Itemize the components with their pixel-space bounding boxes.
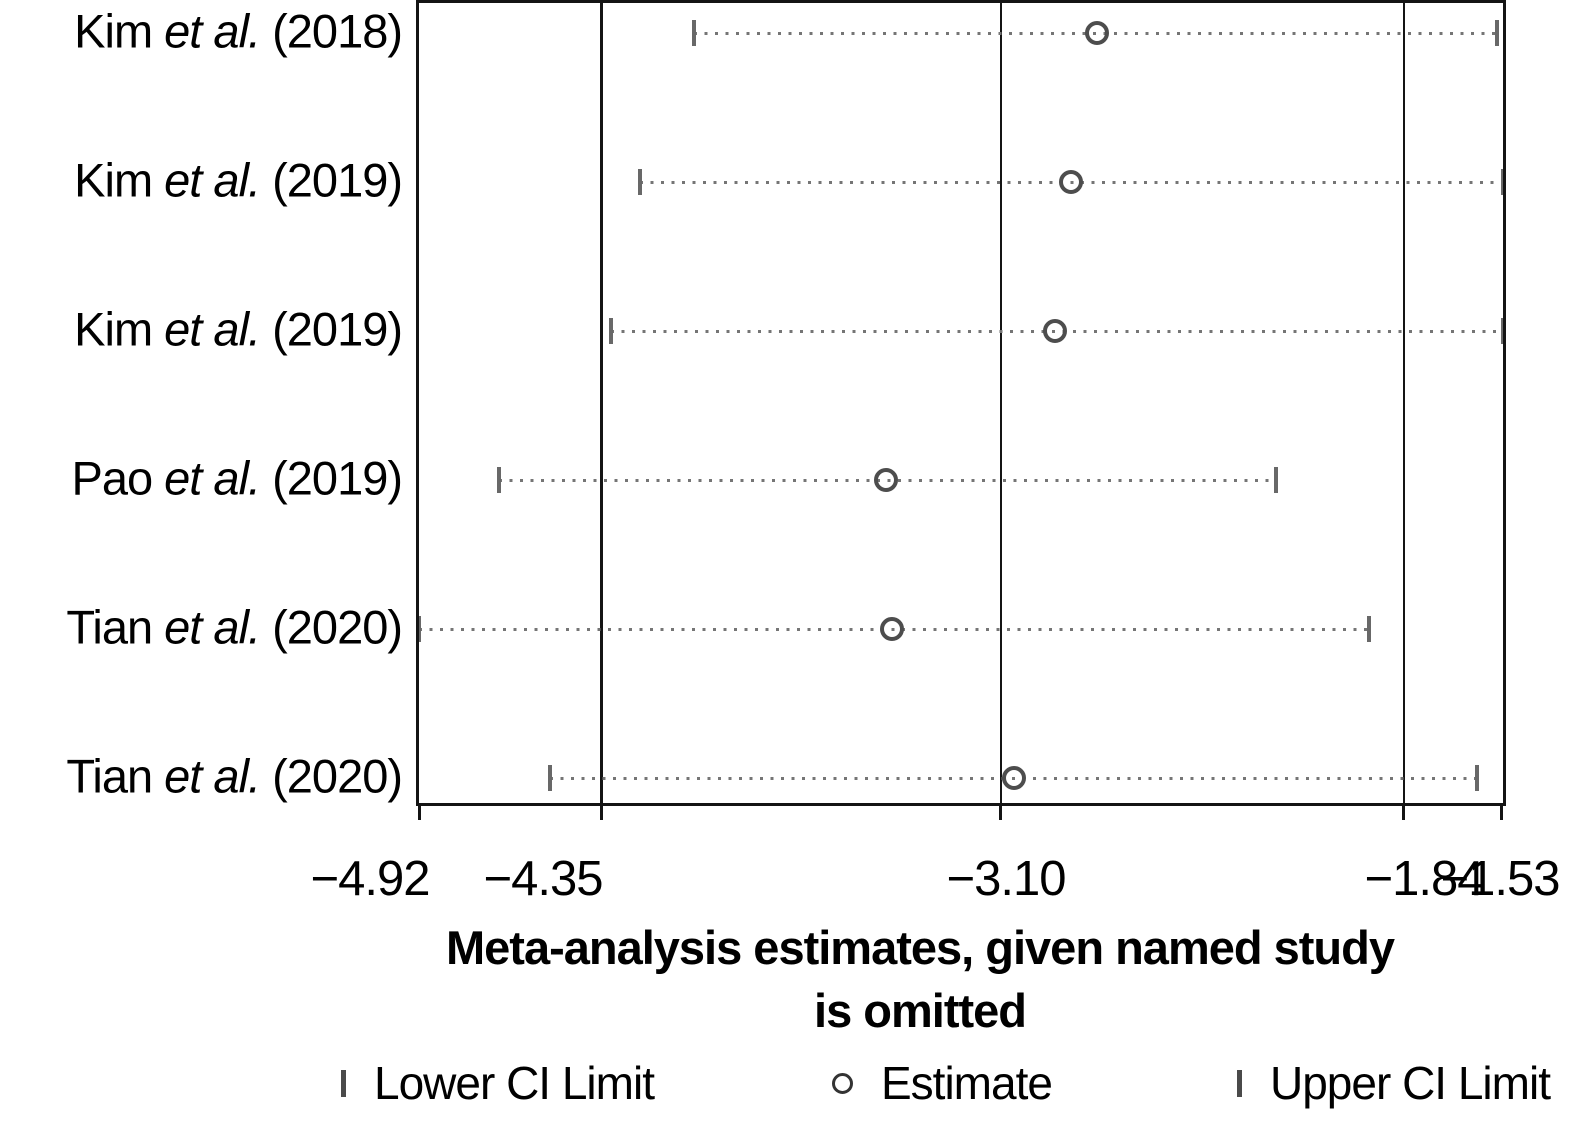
x-axis-tick	[599, 806, 603, 820]
x-axis-tick-label: −1.53	[1440, 852, 1561, 906]
legend-label-estimate: Estimate	[881, 1057, 1053, 1109]
lower-ci-tick	[691, 20, 696, 46]
estimate-marker	[1059, 170, 1084, 194]
plot-area	[416, 0, 1506, 806]
upper-ci-tick-icon	[1237, 1069, 1242, 1097]
x-axis-tick-label: −1.84	[1364, 852, 1485, 906]
chart-title-line2: is omitted	[814, 984, 1027, 1037]
x-axis-tick	[1499, 806, 1503, 820]
chart-title-line1: Meta-analysis estimates, given named stu…	[446, 921, 1395, 974]
legend-label-upper-ci: Upper CI Limit	[1270, 1057, 1551, 1109]
upper-ci-tick	[1366, 616, 1371, 642]
y-axis-label-study: Kim et al. (2019)	[74, 302, 403, 356]
legend-label-lower-ci: Lower CI Limit	[374, 1057, 655, 1109]
estimate-marker	[1084, 21, 1109, 45]
x-axis-tick-label: −4.92	[310, 852, 431, 906]
x-axis-tick	[417, 806, 421, 820]
lower-ci-tick	[608, 318, 613, 344]
reference-line	[600, 3, 603, 803]
reference-line	[999, 3, 1003, 803]
upper-ci-tick	[1494, 20, 1499, 46]
reference-line	[1402, 3, 1406, 803]
lower-ci-tick	[637, 169, 642, 195]
y-axis-label-study: Kim et al. (2018)	[74, 4, 403, 58]
legend-item-upper-ci: Upper CI Limit	[1237, 1055, 1551, 1111]
estimate-marker	[1043, 319, 1068, 343]
x-axis-tick-label: −4.35	[483, 852, 604, 906]
y-axis-label-study: Kim et al. (2019)	[74, 153, 403, 207]
chart-title: Meta-analysis estimates, given named stu…	[270, 916, 1570, 1042]
lower-ci-tick	[548, 765, 553, 791]
x-axis-tick-label: −3.10	[946, 852, 1067, 906]
legend-item-lower-ci: Lower CI Limit	[341, 1055, 655, 1111]
upper-ci-tick	[1475, 765, 1480, 791]
y-axis-label-study: Tian et al. (2020)	[66, 749, 403, 803]
x-axis-tick	[999, 806, 1003, 820]
legend-item-estimate: Estimate	[832, 1055, 1053, 1111]
lower-ci-tick	[496, 467, 501, 493]
lower-ci-tick-icon	[341, 1069, 346, 1097]
estimate-marker	[1001, 766, 1026, 790]
upper-ci-tick	[1501, 169, 1503, 195]
y-axis-label-study: Pao et al. (2019)	[71, 451, 403, 505]
lower-ci-tick	[419, 616, 421, 642]
upper-ci-tick	[1501, 318, 1503, 344]
x-axis-tick	[1402, 806, 1406, 820]
estimate-circle-icon	[832, 1072, 853, 1094]
y-axis-label-study: Tian et al. (2020)	[66, 600, 403, 654]
upper-ci-tick	[1273, 467, 1278, 493]
estimate-marker	[873, 468, 898, 492]
estimate-marker	[880, 617, 905, 641]
